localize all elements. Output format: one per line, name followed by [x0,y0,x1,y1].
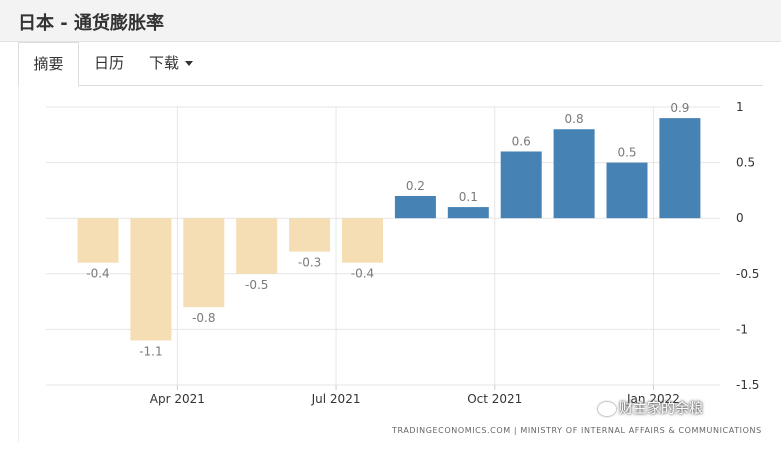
x-tick-label: Jul 2021 [311,392,361,406]
bar-value-label: -0.5 [245,278,268,292]
y-axis: 1 0.5 0 -0.5 -1 -1.5 [736,100,759,392]
y-tick-label: 1 [736,100,744,114]
bar [289,218,331,252]
bar [606,162,648,219]
bar-value-label: -0.4 [86,267,109,281]
bar [553,129,595,219]
bar [236,218,278,274]
tab-summary[interactable]: 摘要 [18,42,79,87]
bar-value-label: 0.5 [617,146,636,160]
bar [183,218,225,308]
bar [447,207,489,219]
tab-bar: 摘要 日历 下载 [18,42,763,87]
page-title: 日本 - 通货膨胀率 [18,13,165,34]
bar [500,151,542,219]
tab-calendar-label: 日历 [94,54,125,72]
watermark: 财主家的余粮 [598,398,703,418]
source-credit: TRADINGECONOMICS.COM | MINISTRY OF INTER… [392,426,762,435]
chat-bubble-icon [598,402,616,416]
label-layer: -0.4 -1.1 -0.8 -0.5 -0.3 -0.4 0.2 0.1 0.6 0.8 0.5 0… [86,101,689,358]
watermark-text: 财主家的余粮 [619,401,703,417]
x-axis: Apr 2021 Jul 2021 Oct 2021 Jan 2022 [150,385,680,406]
tab-download[interactable]: 下载 [149,42,194,86]
y-tick-label: -0.5 [736,267,759,281]
tab-summary-label: 摘要 [33,55,64,73]
bar-value-label: 0.6 [512,134,531,148]
bar-value-label: 0.9 [670,101,689,115]
inflation-bar-chart: -0.4 -1.1 -0.8 -0.5 -0.3 -0.4 0.2 0.1 0.6 0.8 0.5 0… [46,100,759,406]
bar [659,118,701,219]
bar-value-label: -0.4 [351,267,374,281]
title-bar: 日本 - 通货膨胀率 [0,0,781,42]
x-tick-label: Oct 2021 [467,392,522,406]
tab-calendar[interactable]: 日历 [94,42,124,86]
bar-value-label: -0.8 [192,311,215,325]
y-tick-label: -1.5 [736,378,759,392]
bar-value-label: 0.8 [565,112,584,126]
bar-value-label: -0.3 [298,256,321,270]
tab-download-label: 下载 [149,54,180,72]
panel-left-border [18,86,19,442]
y-tick-label: -1 [736,322,748,336]
chevron-down-icon [185,61,194,66]
bar-value-label: 0.2 [406,179,425,193]
y-tick-label: 0 [736,211,744,225]
x-tick-label: Jan 2022 [626,392,680,406]
bar-layer [77,118,701,341]
bar [130,218,172,341]
bar-value-label: -1.1 [139,345,162,359]
y-tick-label: 0.5 [736,156,755,170]
bar [342,218,383,263]
bar-value-label: 0.1 [459,190,478,204]
bar [77,218,119,263]
x-tick-label: Apr 2021 [150,392,205,406]
bar [394,195,436,219]
